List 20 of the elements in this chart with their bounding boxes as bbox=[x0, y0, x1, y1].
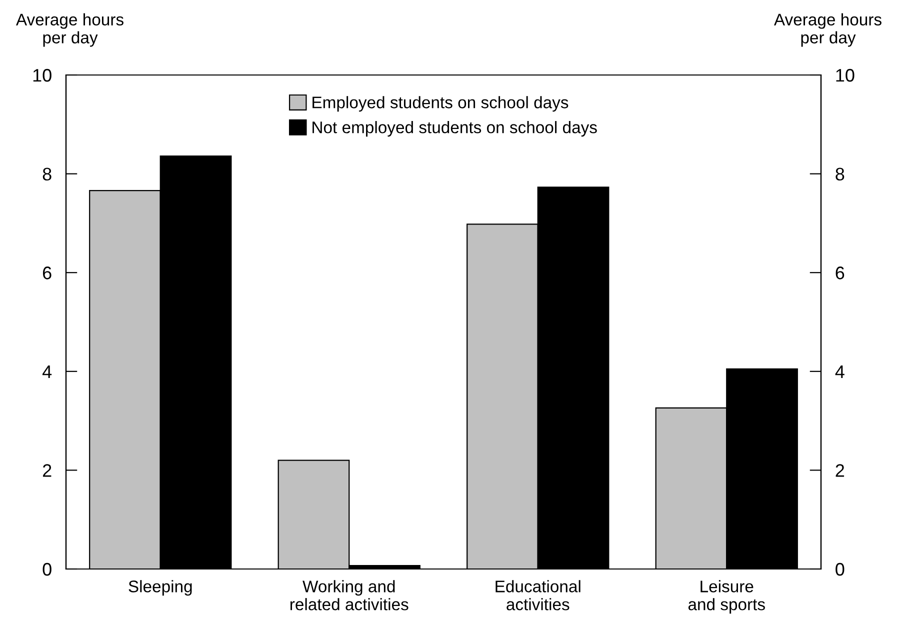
y2-axis-title: Average hours per day bbox=[774, 13, 882, 47]
x-tick-label: Educational activities bbox=[496, 580, 580, 610]
y-tick-label: 2 bbox=[42, 464, 52, 477]
y2-tick-label: 6 bbox=[836, 266, 844, 280]
y-tick-label: 4 bbox=[42, 366, 52, 378]
y-tick-label: 0 bbox=[42, 562, 52, 576]
y-axis-title: Average hours per day bbox=[16, 13, 124, 47]
y2-tick-label: 2 bbox=[836, 464, 844, 477]
x-tick-label: Leisure and sports bbox=[688, 580, 765, 614]
legend-label: Employed students on school days bbox=[312, 96, 568, 112]
y2-tick-label: 8 bbox=[836, 168, 844, 181]
x-tick-label: Working and related activities bbox=[290, 580, 408, 610]
legend-label: Not employed students on school days bbox=[312, 121, 597, 137]
y-tick-label: 8 bbox=[42, 168, 52, 181]
x-tick-label: Sleeping bbox=[128, 580, 192, 596]
y2-tick-label: 4 bbox=[835, 366, 844, 378]
y-tick-label: 10 bbox=[33, 68, 52, 82]
y2-tick-label: 0 bbox=[836, 562, 844, 576]
y2-tick-label: 10 bbox=[836, 68, 854, 82]
y-tick-label: 6 bbox=[42, 266, 52, 280]
